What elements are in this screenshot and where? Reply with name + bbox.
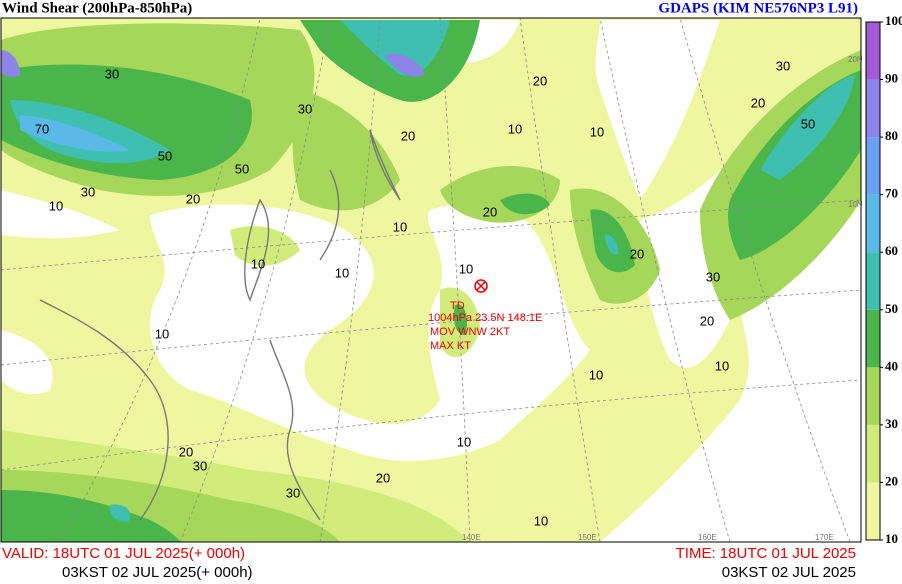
contour-label: 20 xyxy=(533,73,547,88)
colorbar-segment xyxy=(866,367,880,425)
geo-label: 150E xyxy=(578,533,597,542)
colorbar-segment xyxy=(866,252,880,310)
colorbar-segment xyxy=(866,424,880,483)
colorbar-label: 60 xyxy=(885,243,898,258)
contour-label: 10 xyxy=(49,198,63,213)
contour-label: 10 xyxy=(155,326,169,341)
storm-info: TD xyxy=(450,300,465,312)
contour-label: 10 xyxy=(715,358,729,373)
colorbar-label: 100 xyxy=(885,13,902,28)
map-frame xyxy=(0,17,862,543)
geo-label: 140E xyxy=(462,533,481,542)
geo-label: 170E xyxy=(815,533,834,542)
contour-label: 30 xyxy=(776,58,790,73)
contour-label: 10 xyxy=(335,265,349,280)
colorbar-segment xyxy=(866,194,880,253)
contour-label: 30 xyxy=(286,485,300,500)
contour-label: 50 xyxy=(235,161,249,176)
contour-label: 20 xyxy=(376,470,390,485)
contour-label: 20 xyxy=(751,95,765,110)
contour-label: 20 xyxy=(179,444,193,459)
contour-label: 10 xyxy=(251,256,265,271)
colorbar-frame xyxy=(865,21,881,541)
colorbar-segment xyxy=(866,79,880,138)
valid-kst: 03KST 02 JUL 2025(+ 000h) xyxy=(62,564,253,581)
geo-label: 10N xyxy=(848,200,863,209)
contour-label: 50 xyxy=(158,148,172,163)
contour-label: 10 xyxy=(534,513,548,528)
storm-info: MOV WNW 2KT xyxy=(430,326,510,338)
contour-label: 10 xyxy=(508,121,522,136)
storm-center xyxy=(474,279,488,293)
geo-label: 20N xyxy=(848,55,863,64)
graticule xyxy=(1,18,861,542)
title: Wind Shear (200hPa-850hPa) xyxy=(2,0,192,16)
contour-label: 30 xyxy=(81,184,95,199)
colorbar-segment xyxy=(866,309,880,368)
colorbar-label: 40 xyxy=(885,358,898,373)
contour-label: 20 xyxy=(700,313,714,328)
contour-label: 70 xyxy=(35,121,49,136)
contour-label: 30 xyxy=(298,101,312,116)
contour-label: 10 xyxy=(590,124,604,139)
contour-label: 20 xyxy=(186,191,200,206)
valid-time: VALID: 18UTC 01 JUL 2025(+ 000h) xyxy=(2,545,245,562)
storm-center-x xyxy=(476,281,486,291)
contour-label: 20 xyxy=(630,246,644,261)
colorbar-label: 70 xyxy=(885,186,898,201)
colorbar-segment xyxy=(866,137,880,195)
contour-label: 20 xyxy=(483,204,497,219)
init-time: TIME: 18UTC 01 JUL 2025 xyxy=(676,545,856,562)
colorbar-label: 10 xyxy=(885,531,898,546)
colorbar-segment xyxy=(866,482,880,540)
colorbar-label: 90 xyxy=(885,71,898,86)
colorbar-segment xyxy=(866,22,880,80)
contour-label: 10 xyxy=(459,261,473,276)
contour-label: 30 xyxy=(105,66,119,81)
colorbar-label: 30 xyxy=(885,416,898,431)
init-kst: 03KST 02 JUL 2025 xyxy=(722,564,856,581)
contour-label: 20 xyxy=(401,128,415,143)
contour-label: 50 xyxy=(801,116,815,131)
geo-label: 160E xyxy=(698,533,717,542)
colorbar-label: 20 xyxy=(885,473,898,488)
contour-label: 10 xyxy=(393,219,407,234)
coastlines xyxy=(39,129,401,521)
contour-label: 30 xyxy=(706,269,720,284)
contour-label: 30 xyxy=(193,458,207,473)
model-label: GDAPS (KIM NE576NP3 L91) xyxy=(658,0,858,16)
storm-info: 1004hPa 23.5N 148.1E xyxy=(428,312,542,324)
colorbar-label: 50 xyxy=(885,301,898,316)
contour-label: 10 xyxy=(457,434,471,449)
contour-label: 10 xyxy=(589,367,603,382)
storm-info: MAX KT xyxy=(430,340,471,352)
colorbar-label: 80 xyxy=(885,128,898,143)
shear-field xyxy=(1,18,861,542)
